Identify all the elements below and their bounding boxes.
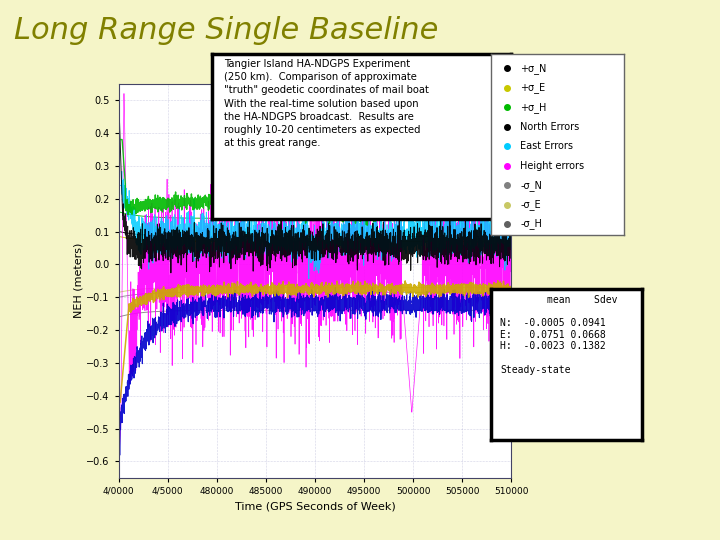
Text: +σ_H: +σ_H: [521, 102, 546, 113]
Text: East Errors: East Errors: [521, 141, 573, 151]
Text: -σ_E: -σ_E: [521, 199, 541, 210]
Text: North Errors: North Errors: [521, 122, 580, 132]
Text: Height errors: Height errors: [521, 161, 585, 171]
Text: -σ_N: -σ_N: [521, 180, 542, 191]
Text: mean    Sdev

N:  -0.0005 0.0941
E:   0.0751 0.0668
H:  -0.0023 0.1382

Steady-s: mean Sdev N: -0.0005 0.0941 E: 0.0751 0.…: [500, 295, 618, 375]
Text: -σ_H: -σ_H: [521, 219, 542, 230]
Text: Long Range Single Baseline: Long Range Single Baseline: [14, 16, 438, 45]
Text: +σ_E: +σ_E: [521, 83, 546, 93]
Y-axis label: NEH (meters): NEH (meters): [73, 243, 84, 319]
Text: +σ_N: +σ_N: [521, 63, 546, 74]
Text: Tangier Island HA-NDGPS Experiment
(250 km).  Comparison of approximate
"truth" : Tangier Island HA-NDGPS Experiment (250 …: [225, 59, 429, 148]
X-axis label: Time (GPS Seconds of Week): Time (GPS Seconds of Week): [235, 502, 395, 511]
